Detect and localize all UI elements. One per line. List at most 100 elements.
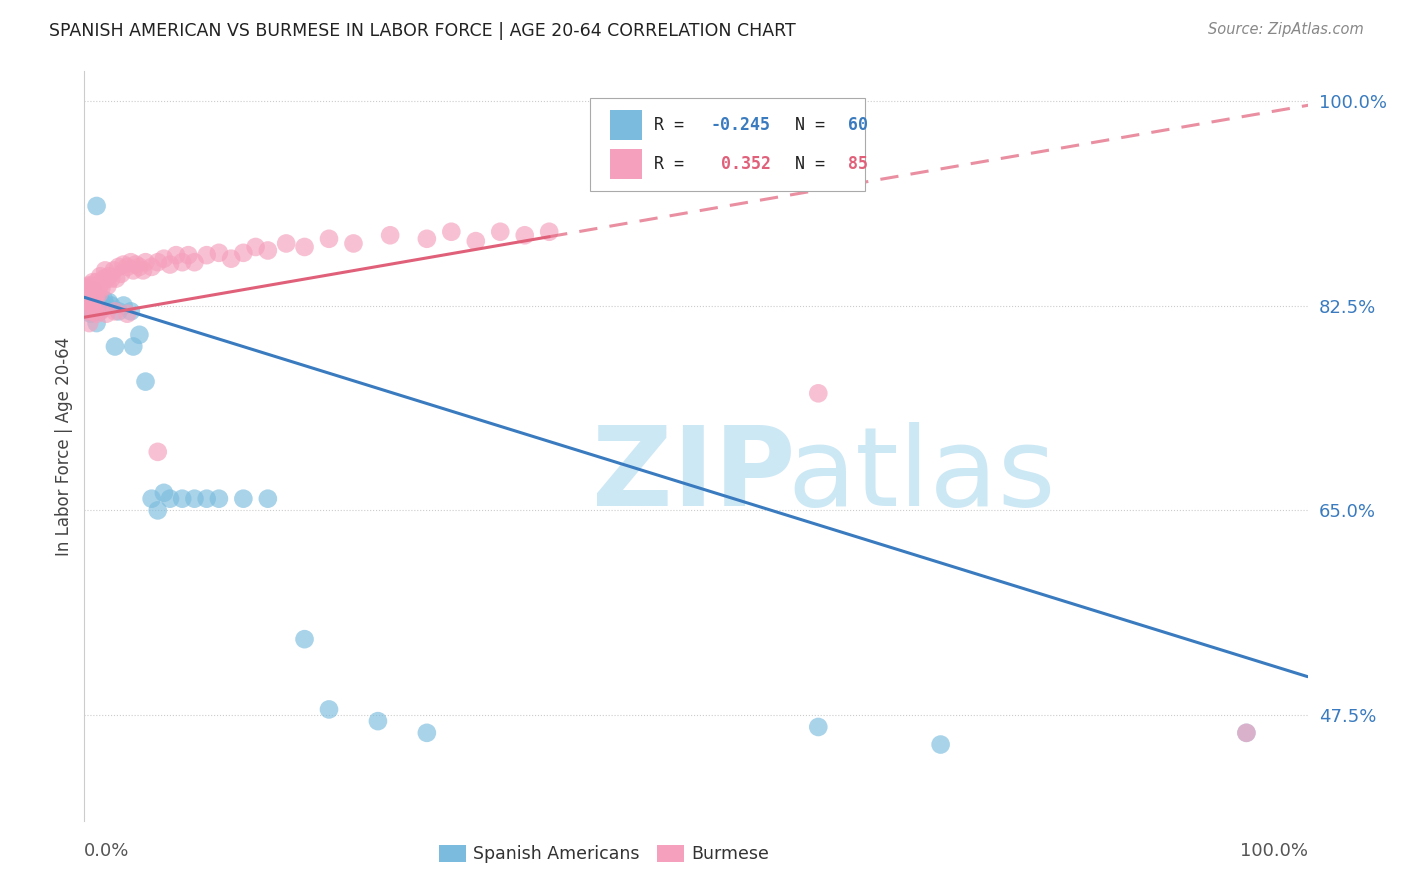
Point	[97, 269, 120, 284]
Point	[367, 714, 389, 728]
Point	[232, 245, 254, 260]
Point	[97, 278, 120, 293]
Point	[107, 260, 129, 274]
Point	[83, 293, 105, 307]
Point	[79, 286, 101, 301]
Point	[104, 339, 127, 353]
Point	[513, 228, 536, 243]
Point	[94, 263, 117, 277]
Point	[76, 304, 98, 318]
Point	[77, 283, 100, 297]
Point	[77, 290, 100, 304]
Text: 0.0%: 0.0%	[84, 842, 129, 860]
Point	[146, 255, 169, 269]
Point	[93, 271, 115, 285]
Point	[77, 286, 100, 301]
Point	[115, 307, 138, 321]
Point	[208, 245, 231, 260]
Point	[1236, 726, 1258, 740]
Point	[82, 275, 104, 289]
Point	[183, 255, 205, 269]
Point	[257, 491, 280, 506]
Point	[76, 295, 98, 310]
Text: R =: R =	[654, 116, 695, 135]
Point	[172, 255, 194, 269]
Point	[87, 278, 110, 293]
Point	[86, 316, 108, 330]
Point	[172, 491, 194, 506]
Point	[83, 304, 105, 318]
Point	[96, 298, 118, 313]
Bar	[439, 846, 465, 862]
Point	[104, 304, 127, 318]
Point	[80, 304, 103, 318]
Point	[97, 295, 120, 310]
Point	[83, 286, 105, 301]
Point	[195, 248, 218, 262]
Point	[159, 258, 181, 272]
Text: ZIP: ZIP	[592, 423, 796, 530]
Point	[91, 298, 114, 313]
Bar	[610, 111, 643, 140]
Point	[76, 286, 98, 301]
Point	[82, 281, 104, 295]
Point	[135, 375, 157, 389]
Point	[80, 304, 103, 318]
Point	[100, 298, 122, 313]
Point	[183, 491, 205, 506]
Point	[177, 248, 200, 262]
Point	[79, 307, 101, 321]
Text: SPANISH AMERICAN VS BURMESE IN LABOR FORCE | AGE 20-64 CORRELATION CHART: SPANISH AMERICAN VS BURMESE IN LABOR FOR…	[49, 22, 796, 40]
Point	[76, 281, 98, 295]
Text: 100.0%: 100.0%	[1240, 842, 1308, 860]
Point	[122, 263, 145, 277]
Point	[89, 304, 111, 318]
Point	[87, 293, 110, 307]
Point	[80, 290, 103, 304]
Point	[77, 304, 100, 318]
Bar	[610, 149, 643, 178]
Point	[87, 286, 110, 301]
Text: Spanish Americans: Spanish Americans	[474, 845, 640, 863]
Point	[232, 491, 254, 506]
Point	[82, 290, 104, 304]
Point	[89, 293, 111, 307]
Point	[464, 234, 486, 248]
Point	[153, 252, 176, 266]
Point	[245, 240, 267, 254]
Point	[90, 281, 112, 295]
Point	[342, 236, 364, 251]
Point	[128, 327, 150, 342]
Point	[82, 301, 104, 316]
Point	[86, 286, 108, 301]
Point	[84, 281, 107, 295]
Point	[219, 252, 242, 266]
Point	[75, 290, 97, 304]
Point	[87, 304, 110, 318]
Text: atlas: atlas	[787, 423, 1056, 530]
Point	[96, 307, 118, 321]
Point	[208, 491, 231, 506]
Point	[77, 281, 100, 295]
Point	[276, 236, 298, 251]
Point	[77, 295, 100, 310]
Point	[75, 281, 97, 295]
Point	[77, 286, 100, 301]
Point	[115, 260, 138, 274]
Text: R =: R =	[654, 154, 695, 172]
Point	[77, 301, 100, 316]
Point	[416, 232, 439, 246]
Text: 60: 60	[848, 116, 868, 135]
Y-axis label: In Labor Force | Age 20-64: In Labor Force | Age 20-64	[55, 336, 73, 556]
Point	[91, 275, 114, 289]
Point	[89, 269, 111, 284]
Point	[80, 295, 103, 310]
Point	[86, 199, 108, 213]
Point	[146, 503, 169, 517]
Point	[96, 271, 118, 285]
Point	[257, 244, 280, 258]
Point	[416, 726, 439, 740]
Point	[75, 286, 97, 301]
Point	[77, 298, 100, 313]
Point	[82, 283, 104, 297]
